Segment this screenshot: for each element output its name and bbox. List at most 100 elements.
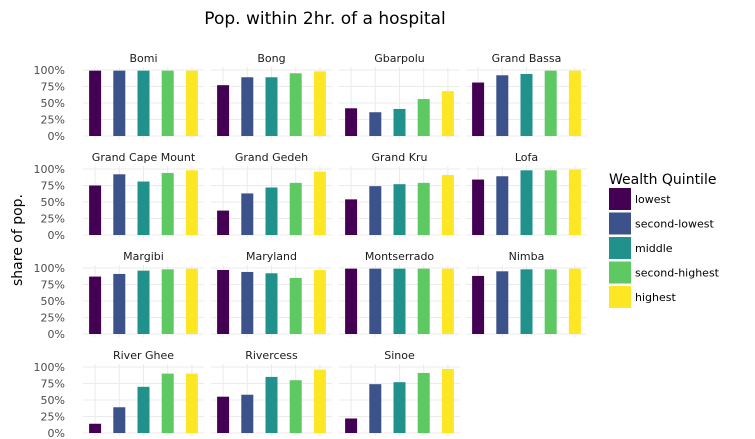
bar-middle <box>393 268 406 334</box>
bar-highest <box>185 70 198 136</box>
facet-label: Grand Kru <box>372 151 428 164</box>
bar-lowest <box>217 210 230 235</box>
y-tick-label: 75% <box>41 378 65 391</box>
facet-panel: Grand Bassa <box>466 52 587 139</box>
facet-label: Rivercess <box>245 349 298 362</box>
bar-middle <box>137 181 150 235</box>
bar-highest <box>441 268 454 334</box>
bar-lowest <box>89 423 102 433</box>
legend-swatch <box>609 212 631 235</box>
y-tick-label: 50% <box>41 196 65 209</box>
bar-second-highest <box>544 269 557 334</box>
facet-panel: Montserrado <box>339 250 460 337</box>
bar-highest <box>313 269 326 334</box>
bar-highest <box>185 170 198 235</box>
legend-swatch <box>609 261 631 284</box>
facet-panel: Gbarpolu <box>339 52 460 139</box>
bar-second-highest <box>289 380 302 433</box>
bar-lowest <box>345 108 358 136</box>
facet-panel: River Ghee 0% 25% 50% 75% 100% <box>34 349 204 439</box>
bar-lowest <box>345 418 358 433</box>
bar-second-lowest <box>369 384 382 433</box>
facet-label: Maryland <box>246 250 297 263</box>
bar-second-highest <box>289 182 302 235</box>
bar-highest <box>441 174 454 235</box>
bar-second-lowest <box>113 70 126 136</box>
y-tick-label: 25% <box>41 213 65 226</box>
facet-panel: Sinoe <box>339 349 460 436</box>
y-tick-label: 25% <box>41 312 65 325</box>
y-tick-label: 0% <box>48 229 65 242</box>
facet-label: Sinoe <box>384 349 415 362</box>
bar-lowest <box>217 85 230 136</box>
bar-second-highest <box>544 70 557 136</box>
facet-panels: Bomi 0% 25% 50% 75% 100% Bong Gbarpolu Grand Bas… <box>34 52 587 439</box>
bar-lowest <box>89 70 102 136</box>
bar-highest <box>568 268 581 334</box>
y-tick-label: 75% <box>41 279 65 292</box>
facet-label: Grand Gedeh <box>235 151 308 164</box>
bar-second-highest <box>417 372 430 433</box>
bar-lowest <box>472 179 485 235</box>
y-tick-label: 50% <box>41 295 65 308</box>
facet-label: Lofa <box>515 151 538 164</box>
bar-highest <box>568 70 581 136</box>
bar-lowest <box>217 269 230 334</box>
y-tick-label: 50% <box>41 394 65 407</box>
legend-title: Wealth Quintile <box>609 172 716 188</box>
legend-entry-label: second-lowest <box>635 218 714 231</box>
y-tick-label: 75% <box>41 81 65 94</box>
bar-highest <box>185 268 198 334</box>
bar-middle <box>265 77 278 136</box>
bar-second-highest <box>544 170 557 235</box>
facet-panel: Rivercess <box>211 349 332 436</box>
y-tick-label: 50% <box>41 97 65 110</box>
bar-lowest <box>472 275 485 334</box>
bar-second-lowest <box>113 407 126 433</box>
bar-middle <box>137 270 150 334</box>
bar-middle <box>265 273 278 334</box>
bar-middle <box>137 70 150 136</box>
bar-second-highest <box>289 277 302 334</box>
bar-middle <box>393 382 406 433</box>
facet-panel: Maryland <box>211 250 332 337</box>
y-tick-label: 75% <box>41 180 65 193</box>
y-tick-label: 100% <box>34 64 65 77</box>
y-tick-label: 25% <box>41 411 65 424</box>
chart-title: Pop. within 2hr. of a hospital <box>204 9 445 29</box>
bar-lowest <box>89 185 102 235</box>
bar-lowest <box>217 396 230 433</box>
facet-label: Margibi <box>123 250 164 263</box>
bar-second-lowest <box>241 394 254 433</box>
bar-second-highest <box>289 73 302 136</box>
bar-second-highest <box>161 172 174 235</box>
facet-panel: Lofa <box>466 151 587 238</box>
facet-panel: Margibi 0% 25% 50% 75% 100% <box>34 250 204 341</box>
facet-label: Montserrado <box>365 250 435 263</box>
bar-middle <box>520 73 533 136</box>
bar-second-lowest <box>241 193 254 235</box>
facet-label: Bong <box>257 52 285 65</box>
facet-panel: Nimba <box>466 250 587 337</box>
bar-second-lowest <box>496 75 509 136</box>
y-tick-label: 0% <box>48 328 65 341</box>
bar-second-lowest <box>369 186 382 235</box>
bar-lowest <box>472 82 485 136</box>
bar-highest <box>568 169 581 235</box>
facet-label: Grand Bassa <box>492 52 562 65</box>
y-tick-label: 100% <box>34 163 65 176</box>
bar-second-lowest <box>369 268 382 334</box>
legend-swatch <box>609 237 631 259</box>
facet-panel: Grand Gedeh <box>211 151 332 238</box>
bar-second-lowest <box>241 271 254 334</box>
legend-swatch <box>609 188 631 210</box>
bar-middle <box>265 187 278 235</box>
bar-highest <box>185 373 198 433</box>
legend-entry-label: highest <box>635 291 676 304</box>
bar-second-lowest <box>241 77 254 136</box>
y-tick-label: 0% <box>48 427 65 439</box>
facet-panel: Grand Cape Mount 0% 25% 50% 75% 100% <box>34 151 204 242</box>
bar-highest <box>313 369 326 433</box>
bar-lowest <box>89 276 102 334</box>
